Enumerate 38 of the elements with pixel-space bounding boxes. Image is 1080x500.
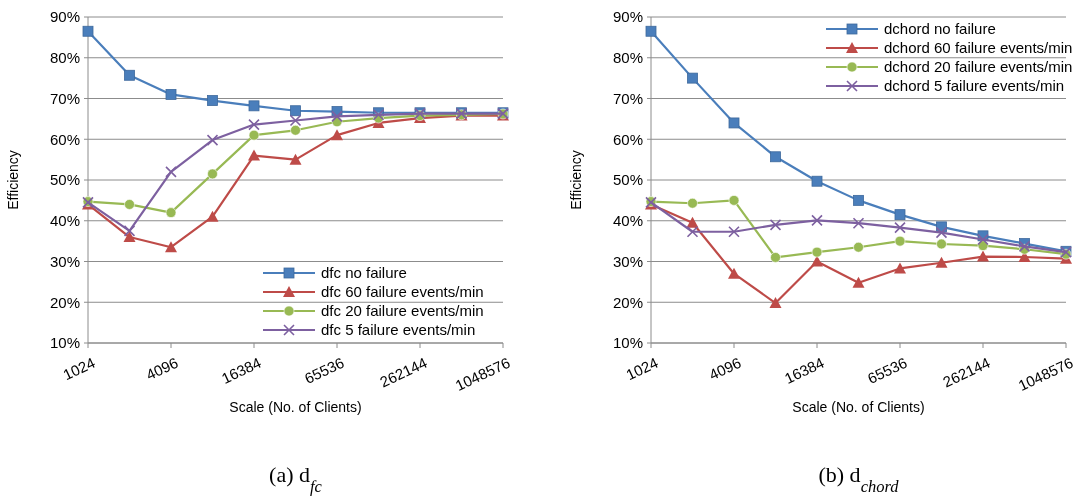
x-tick-label: 4096: [706, 353, 744, 384]
y-tick-label: 80%: [49, 49, 80, 66]
x-tick-label: 1024: [60, 353, 98, 384]
x-tick-label: 1024: [623, 353, 661, 384]
legend-label: dfc 5 failure events/min: [321, 321, 476, 339]
text: (a) d$_{fc}$: [269, 462, 323, 496]
y-tick-label: 70%: [49, 89, 80, 107]
legend-label: dchord no failure: [884, 20, 996, 38]
x-axis-title: Scale (No. of Clients): [792, 399, 925, 415]
y-tick-label: 40%: [612, 212, 643, 229]
y-tick-label: 80%: [612, 49, 643, 66]
y-tick-label: 60%: [612, 130, 643, 148]
legend-label: dfc 60 failure events/min: [321, 283, 484, 301]
x-tick-label: 4096: [143, 353, 181, 384]
y-tick-label: 50%: [49, 171, 80, 189]
x-tick-label: 65536: [864, 353, 910, 387]
y-tick-label: 20%: [49, 293, 80, 311]
y-tick-label: 40%: [49, 212, 80, 229]
y-tick-label: 10%: [612, 334, 643, 352]
y-tick-label: 10%: [49, 334, 80, 352]
y-tick-label: 30%: [612, 252, 643, 270]
legend-label: dchord 20 failure events/min: [884, 58, 1073, 76]
y-axis-title: Efficiency: [5, 150, 21, 210]
legend-label: dfc no failure: [321, 264, 407, 282]
y-tick-label: 90%: [612, 8, 643, 26]
legend-label: dfc 20 failure events/min: [321, 302, 484, 320]
y-tick-label: 50%: [612, 171, 643, 189]
y-tick-label: 30%: [49, 252, 80, 270]
y-tick-label: 90%: [49, 8, 80, 26]
y-tick-label: 20%: [612, 293, 643, 311]
y-tick-label: 60%: [49, 130, 80, 148]
y-tick-label: 70%: [612, 89, 643, 107]
legend-label: dchord 5 failure events/min: [884, 77, 1065, 95]
legend-label: dchord 60 failure events/min: [884, 39, 1073, 57]
x-axis-title: Scale (No. of Clients): [229, 399, 362, 415]
text: (b) d$_{chord}$: [818, 462, 900, 496]
y-axis-title: Efficiency: [568, 150, 584, 210]
x-tick-label: 65536: [301, 353, 347, 387]
